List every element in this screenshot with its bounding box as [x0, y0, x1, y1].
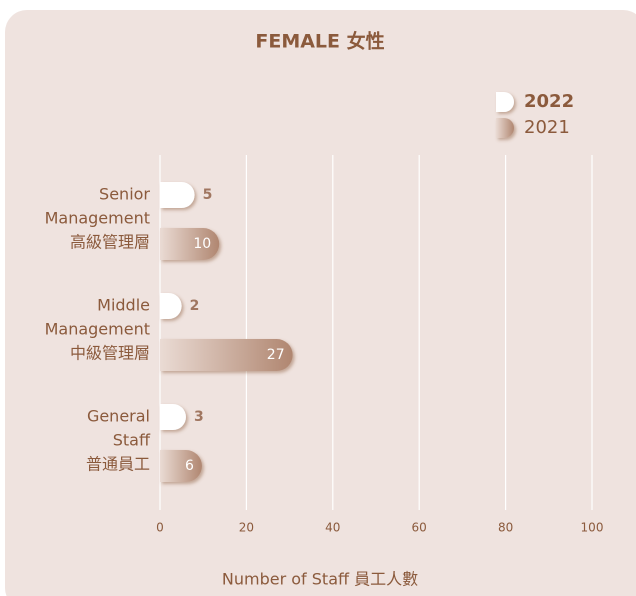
- bar: [160, 450, 202, 482]
- y-tick-label: 高級管理層: [70, 233, 150, 252]
- x-tick-label: 0: [156, 521, 164, 535]
- legend-label: 2021: [524, 117, 570, 138]
- bar: [160, 182, 195, 208]
- x-tick-label: 80: [498, 521, 513, 535]
- bar: [160, 293, 182, 319]
- data-label: 2: [190, 298, 200, 314]
- y-tick-label: Senior: [99, 185, 150, 204]
- y-tick-label: Management: [45, 209, 150, 228]
- data-label: 6: [185, 458, 194, 474]
- x-tick-label: 20: [239, 521, 254, 535]
- y-tick-label: General: [87, 407, 150, 426]
- y-tick-label: Middle: [97, 296, 150, 315]
- x-axis-label: Number of Staff 員工人數: [222, 570, 418, 589]
- y-tick-label: 普通員工: [86, 455, 150, 474]
- data-label: 10: [193, 236, 211, 252]
- data-label: 3: [194, 409, 204, 425]
- y-tick-label: Management: [45, 320, 150, 339]
- legend-label: 2022: [524, 91, 574, 112]
- data-label: 27: [267, 347, 285, 363]
- x-tick-label: 40: [325, 521, 340, 535]
- legend-marker: [496, 92, 514, 112]
- y-tick-label: 中級管理層: [70, 344, 150, 363]
- bar: [160, 339, 293, 371]
- chart-title: FEMALE 女性: [255, 30, 384, 53]
- bar: [160, 404, 186, 430]
- x-tick-label: 60: [412, 521, 427, 535]
- legend-marker: [496, 118, 514, 138]
- data-label: 5: [203, 187, 213, 203]
- y-tick-label: Staff: [113, 431, 151, 450]
- x-tick-label: 100: [581, 521, 604, 535]
- bar: [160, 228, 220, 260]
- panel: [5, 10, 636, 596]
